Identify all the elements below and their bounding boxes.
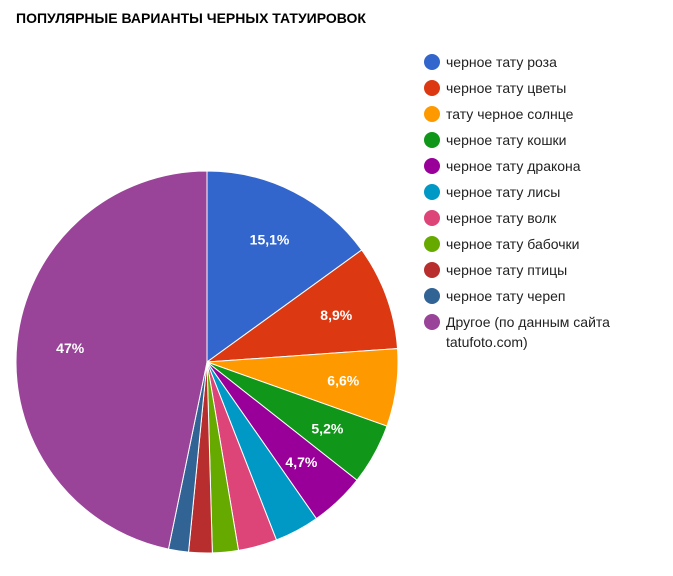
legend-swatch-icon xyxy=(424,314,440,330)
legend-item: черное тату череп xyxy=(424,286,669,312)
pie-slice xyxy=(205,249,399,363)
legend-label: черное тату дракона xyxy=(446,158,581,174)
chart-title: ПОПУЛЯРНЫЕ ВАРИАНТЫ ЧЕРНЫХ ТАТУИРОВОК xyxy=(16,10,366,26)
legend-swatch-icon xyxy=(424,158,440,174)
legend-item: тату черное солнце xyxy=(424,104,669,130)
legend-label: черное тату кошки xyxy=(446,132,567,148)
legend-label: Другое (по данным сайта tatufoto.com) xyxy=(446,314,610,350)
legend-swatch-icon xyxy=(424,184,440,200)
legend-swatch-icon xyxy=(424,132,440,148)
legend-item: черное тату кошки xyxy=(424,130,669,156)
legend-swatch-icon xyxy=(424,236,440,252)
legend-item: Другое (по данным сайта tatufoto.com) xyxy=(424,312,669,352)
legend-swatch-icon xyxy=(424,80,440,96)
legend-swatch-icon xyxy=(424,54,440,70)
slice-value-label: 4,7% xyxy=(285,454,317,470)
legend-label: тату черное солнце xyxy=(446,106,574,122)
slice-value-label: 8,9% xyxy=(320,307,352,323)
slice-value-label: 15,1% xyxy=(250,232,290,248)
legend-label: черное тату лисы xyxy=(446,184,561,200)
slice-value-label: 6,6% xyxy=(327,373,359,389)
pie-value-labels: 15,1% 8,9% 6,6% 5,2% 4,7% 47% xyxy=(56,232,360,470)
legend-item: черное тату цветы xyxy=(424,78,669,104)
chart-legend: черное тату роза черное тату цветы тату че… xyxy=(424,52,669,352)
legend-item: черное тату птицы xyxy=(424,260,669,286)
legend-label: черное тату птицы xyxy=(446,262,568,278)
legend-item: черное тату дракона xyxy=(424,156,669,182)
legend-item: черное тату роза xyxy=(424,52,669,78)
legend-label: черное тату волк xyxy=(446,210,557,226)
legend-swatch-icon xyxy=(424,106,440,122)
legend-label: черное тату роза xyxy=(446,54,557,70)
legend-swatch-icon xyxy=(424,210,440,226)
slice-value-label: 47% xyxy=(56,340,85,356)
legend-label: черное тату бабочки xyxy=(446,236,580,252)
legend-item: черное тату бабочки xyxy=(424,234,669,260)
slice-value-label: 5,2% xyxy=(311,421,343,437)
legend-item: черное тату волк xyxy=(424,208,669,234)
pie-slice xyxy=(206,170,363,363)
legend-swatch-icon xyxy=(424,288,440,304)
legend-swatch-icon xyxy=(424,262,440,278)
legend-label: черное тату череп xyxy=(446,288,566,304)
pie-slice xyxy=(15,170,208,550)
legend-label: черное тату цветы xyxy=(446,80,567,96)
legend-item: черное тату лисы xyxy=(424,182,669,208)
pie-slices xyxy=(15,170,399,554)
